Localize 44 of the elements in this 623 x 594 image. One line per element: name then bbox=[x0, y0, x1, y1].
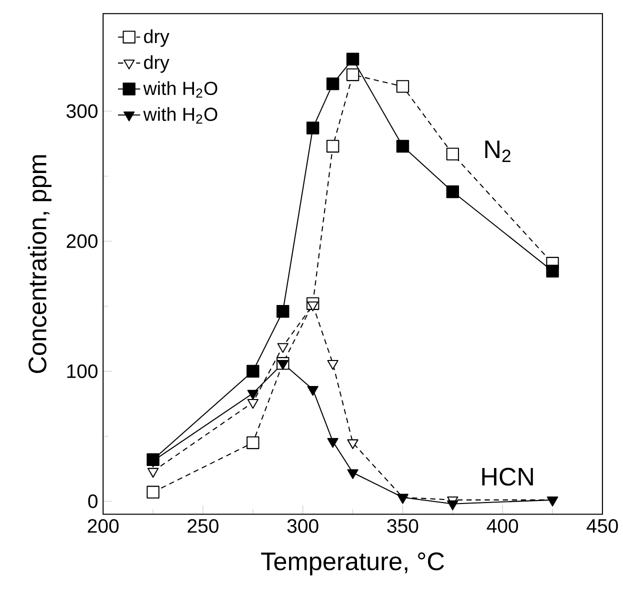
point bbox=[246, 364, 260, 378]
y-axis-title: Concentration, ppm bbox=[28, 155, 52, 374]
point bbox=[346, 68, 360, 82]
point bbox=[276, 305, 290, 318]
point bbox=[447, 500, 458, 510]
point bbox=[306, 122, 320, 134]
point bbox=[326, 140, 340, 153]
point bbox=[147, 468, 159, 478]
legend-label: dry bbox=[144, 55, 170, 73]
point bbox=[247, 398, 258, 409]
point bbox=[277, 360, 288, 370]
point bbox=[546, 264, 559, 278]
point bbox=[146, 486, 160, 499]
x-tick-label: 350 bbox=[387, 519, 418, 533]
legend-label: with H$_{2}$O bbox=[143, 107, 218, 124]
point bbox=[247, 390, 258, 400]
point bbox=[396, 80, 410, 93]
point bbox=[347, 439, 358, 450]
point bbox=[347, 469, 358, 479]
point bbox=[326, 77, 340, 90]
annotation: N$_{2}$ bbox=[485, 140, 510, 162]
y-tick-label: 100 bbox=[67, 364, 98, 378]
y-tick-label: 300 bbox=[66, 104, 98, 118]
point bbox=[396, 140, 410, 153]
x-tick-label: 250 bbox=[188, 519, 218, 533]
legend-label: dry bbox=[144, 29, 170, 47]
point bbox=[446, 148, 460, 160]
annotation: HCN bbox=[482, 468, 533, 486]
point bbox=[246, 436, 260, 450]
point bbox=[346, 52, 360, 66]
point bbox=[446, 185, 460, 198]
point bbox=[327, 438, 338, 448]
y-tick-label: 200 bbox=[66, 234, 98, 248]
point bbox=[327, 360, 338, 370]
point bbox=[307, 386, 318, 396]
point bbox=[307, 301, 318, 312]
x-axis-title: Temperature, °C bbox=[261, 552, 444, 576]
x-tick-label: 200 bbox=[88, 519, 119, 533]
point bbox=[277, 343, 288, 353]
y-tick-label: 0 bbox=[88, 494, 98, 508]
x-tick-label: 300 bbox=[287, 519, 318, 533]
x-tick-label: 450 bbox=[586, 519, 618, 533]
legend-label: with H$_{2}$O bbox=[143, 81, 218, 98]
x-tick-label: 400 bbox=[486, 519, 518, 533]
